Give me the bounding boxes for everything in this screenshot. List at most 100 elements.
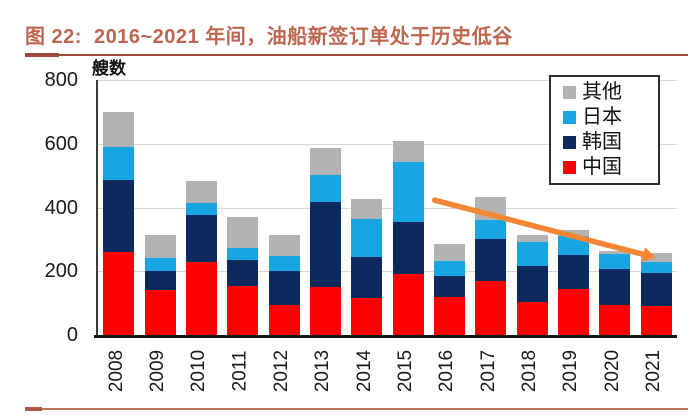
- bar-segment-2013: [309, 287, 341, 335]
- bar-segment-2017: [475, 280, 507, 335]
- bar-2013: [309, 147, 341, 335]
- bar-segment-2021: [640, 262, 672, 273]
- gridline-400: [98, 207, 677, 209]
- bar-segment-2009: [144, 234, 176, 258]
- bar-segment-2015: [392, 274, 424, 335]
- bar-segment-2017: [475, 239, 507, 281]
- bar-segment-2014: [351, 297, 383, 335]
- y-axis-title: 艘数: [92, 59, 126, 78]
- bar-segment-2020: [599, 305, 631, 335]
- bar-segment-2012: [268, 270, 300, 305]
- title-rule-accent: [25, 53, 59, 57]
- bar-2019: [558, 229, 590, 335]
- bar-segment-2017: [475, 197, 507, 221]
- legend-swatch: [563, 86, 576, 99]
- y-tick-label-400: 400: [44, 196, 78, 219]
- bar-segment-2019: [558, 236, 590, 256]
- bar-2016: [434, 243, 466, 335]
- bar-segment-2021: [640, 252, 672, 263]
- x-tick-text: 2011: [229, 350, 251, 392]
- x-tick-label-2013: 2013: [303, 341, 344, 401]
- x-tick-text: 2015: [395, 349, 417, 393]
- gridline-200: [98, 271, 677, 273]
- bar-segment-2009: [144, 270, 176, 291]
- bar-segment-2013: [309, 147, 341, 175]
- x-tick-label-2018: 2018: [510, 341, 551, 401]
- bar-segment-2014: [351, 257, 383, 298]
- y-tick-label-600: 600: [44, 132, 78, 155]
- legend-label: 日本: [582, 106, 622, 128]
- x-tick-label-2020: 2020: [592, 341, 633, 401]
- bar-segment-2008: [103, 180, 135, 253]
- bar-segment-2018: [516, 265, 548, 302]
- bar-segment-2008: [103, 111, 135, 147]
- x-tick-label-2010: 2010: [179, 341, 220, 401]
- legend: 其他 日本 韩国 中国: [549, 75, 660, 185]
- x-tick-text: 2010: [188, 349, 210, 393]
- x-tick-label-2014: 2014: [344, 341, 385, 401]
- bar-2021: [640, 252, 672, 335]
- x-tick-label-2019: 2019: [551, 341, 592, 401]
- bar-segment-2018: [516, 234, 548, 243]
- figure-title: 图 22: 2016~2021 年间，油船新签订单处于历史低谷: [25, 20, 513, 49]
- x-tick-text: 2009: [147, 349, 169, 393]
- bar-segment-2014: [351, 198, 383, 219]
- bar-segment-2016: [434, 261, 466, 277]
- bar-segment-2010: [185, 214, 217, 263]
- bar-2015: [392, 141, 424, 335]
- title-rule: [25, 54, 688, 56]
- bar-2012: [268, 235, 300, 335]
- x-tick-text: 2020: [601, 349, 623, 393]
- gridline-800: [98, 80, 677, 81]
- x-tick-label-2008: 2008: [96, 341, 137, 401]
- bar-segment-2008: [103, 146, 135, 181]
- bar-segment-2011: [227, 217, 259, 249]
- x-tick-text: 2008: [105, 349, 127, 393]
- bar-segment-2010: [185, 181, 217, 204]
- figure-title-text: 2016~2021 年间，油船新签订单处于历史低谷: [93, 26, 513, 48]
- bar-segment-2021: [640, 272, 672, 307]
- x-tick-label-2012: 2012: [261, 341, 302, 401]
- bar-segment-2019: [558, 288, 590, 335]
- x-tick-label-2021: 2021: [634, 341, 675, 401]
- gridline-600: [98, 143, 677, 145]
- x-tick-text: 2021: [643, 349, 665, 393]
- bar-segment-2012: [268, 256, 300, 271]
- bar-segment-2015: [392, 161, 424, 223]
- bar-segment-2016: [434, 276, 466, 297]
- legend-item: 韩国: [563, 130, 658, 155]
- bar-2020: [599, 250, 631, 335]
- x-tick-text: 2013: [312, 349, 334, 393]
- legend-swatch: [563, 161, 576, 174]
- legend-item: 中国: [563, 155, 658, 180]
- bar-segment-2015: [392, 222, 424, 275]
- bar-2008: [103, 111, 135, 335]
- legend-item: 其他: [563, 80, 658, 105]
- bar-segment-2009: [144, 257, 176, 271]
- bar-2017: [475, 197, 507, 335]
- legend-swatch: [563, 111, 576, 124]
- bar-2011: [227, 217, 259, 335]
- legend-label: 中国: [582, 156, 622, 178]
- bottom-rule-accent: [25, 407, 42, 411]
- bar-segment-2016: [434, 296, 466, 335]
- bar-segment-2019: [558, 255, 590, 289]
- y-tick-label-800: 800: [44, 69, 78, 91]
- bar-segment-2012: [268, 304, 300, 335]
- x-tick-text: 2012: [271, 349, 293, 393]
- bar-2018: [516, 234, 548, 335]
- x-tick-text: 2018: [519, 349, 541, 393]
- x-tick-label-2016: 2016: [427, 341, 468, 401]
- y-tick-label-200: 200: [44, 260, 78, 283]
- bar-segment-2016: [434, 243, 466, 262]
- legend-label: 其他: [582, 81, 622, 103]
- bar-segment-2020: [599, 268, 631, 306]
- bar-segment-2017: [475, 220, 507, 240]
- x-tick-label-2011: 2011: [220, 341, 261, 401]
- legend-label: 韩国: [582, 131, 622, 153]
- bar-segment-2020: [599, 254, 631, 269]
- bar-segment-2010: [185, 262, 217, 335]
- bar-segment-2015: [392, 141, 424, 162]
- bar-segment-2014: [351, 218, 383, 258]
